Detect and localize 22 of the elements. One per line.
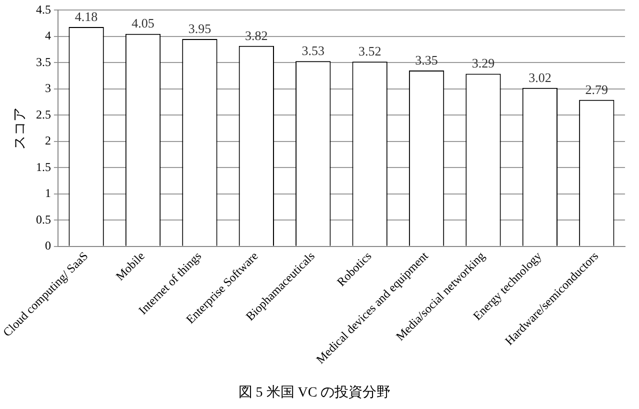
data-label: 3.95 bbox=[188, 20, 212, 36]
data-label: 4.05 bbox=[132, 16, 154, 31]
y-tick-label: 2.5 bbox=[36, 107, 51, 122]
y-tick-label: 3 bbox=[44, 81, 51, 96]
y-axis-title: スコア bbox=[13, 107, 28, 150]
y-tick-label: 1.5 bbox=[36, 160, 51, 174]
y-tick-label: 2 bbox=[44, 134, 51, 148]
data-label: 3.82 bbox=[245, 28, 268, 43]
y-tick-label: 3.5 bbox=[36, 54, 51, 69]
y-tick-label: 1 bbox=[44, 186, 51, 200]
data-label: 3.35 bbox=[415, 52, 438, 68]
data-label: 3.29 bbox=[472, 56, 495, 71]
y-tick-label: 0 bbox=[44, 238, 51, 252]
data-label: 3.53 bbox=[302, 43, 324, 58]
text: 図 5 米国 VC の投資分野 bbox=[238, 384, 391, 400]
y-tick-label: 0.5 bbox=[36, 212, 51, 226]
data-label: 3.02 bbox=[528, 70, 552, 85]
data-label: 3.52 bbox=[358, 44, 382, 59]
y-tick-label: 4.5 bbox=[36, 2, 51, 16]
data-label: 2.79 bbox=[585, 82, 608, 97]
y-tick-label: 4 bbox=[44, 28, 51, 43]
data-label: 4.18 bbox=[74, 8, 98, 24]
